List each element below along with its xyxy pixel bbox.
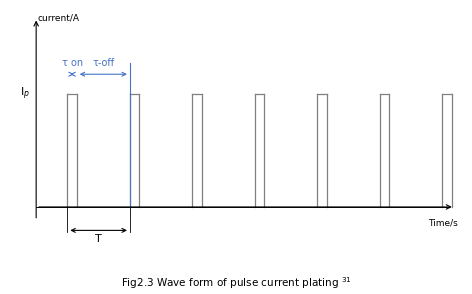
Text: I$_p$: I$_p$ <box>20 86 30 102</box>
Text: T: T <box>95 234 102 244</box>
Text: τ on: τ on <box>61 59 83 69</box>
Text: Time/s: Time/s <box>428 219 458 228</box>
Text: current/A: current/A <box>38 14 80 23</box>
Text: τ-off: τ-off <box>92 59 114 69</box>
Text: Fig2.3 Wave form of pulse current plating $^{\mathregular{31}}$: Fig2.3 Wave form of pulse current platin… <box>120 275 352 291</box>
